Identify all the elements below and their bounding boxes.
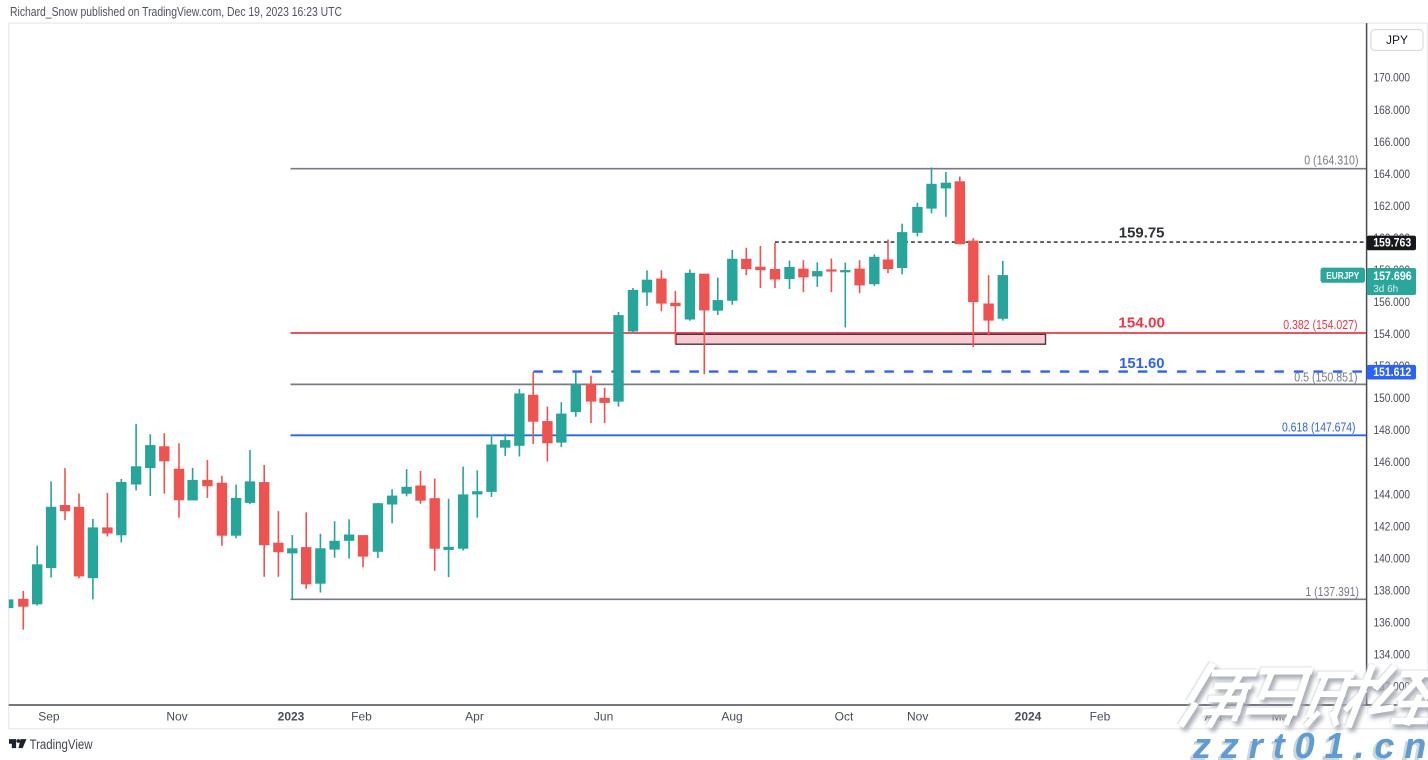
svg-text:1 (137.391): 1 (137.391) [1305, 585, 1359, 599]
svg-text:TradingView: TradingView [30, 737, 93, 752]
svg-text:142.000: 142.000 [1374, 519, 1411, 533]
svg-text:164.000: 164.000 [1374, 167, 1411, 181]
svg-text:3d 6h: 3d 6h [1373, 283, 1398, 295]
svg-text:154.000: 154.000 [1374, 327, 1411, 341]
svg-text:Jun: Jun [594, 710, 613, 724]
svg-text:Sep: Sep [38, 710, 60, 724]
svg-text:Nov: Nov [166, 710, 187, 724]
svg-text:154.00: 154.00 [1118, 316, 1165, 332]
svg-text:Aug: Aug [721, 710, 742, 724]
svg-text:146.000: 146.000 [1374, 455, 1411, 469]
svg-text:151.60: 151.60 [1119, 356, 1164, 372]
svg-text:156.000: 156.000 [1374, 295, 1411, 309]
svg-text:151.612: 151.612 [1373, 367, 1411, 379]
svg-text:144.000: 144.000 [1374, 487, 1411, 501]
svg-text:134.000: 134.000 [1374, 648, 1411, 662]
svg-text:2024: 2024 [1015, 710, 1042, 724]
svg-text:0.5 (150.851): 0.5 (150.851) [1294, 370, 1357, 384]
svg-text:Oct: Oct [835, 710, 854, 724]
svg-text:Richard_Snow published on Trad: Richard_Snow published on TradingView.co… [10, 5, 342, 19]
svg-text:168.000: 168.000 [1374, 103, 1411, 117]
svg-text:0.382 (154.027): 0.382 (154.027) [1283, 318, 1357, 332]
svg-text:159.75: 159.75 [1119, 226, 1165, 242]
svg-text:150.000: 150.000 [1374, 391, 1411, 405]
svg-text:166.000: 166.000 [1374, 135, 1411, 149]
svg-text:0.618 (147.674): 0.618 (147.674) [1282, 420, 1356, 434]
svg-text:Feb: Feb [1090, 710, 1111, 724]
svg-text:140.000: 140.000 [1374, 551, 1411, 565]
svg-text:162.000: 162.000 [1374, 199, 1411, 213]
svg-text:2023: 2023 [278, 710, 305, 724]
svg-text:159.763: 159.763 [1373, 238, 1411, 250]
svg-text:zzrt01.cn: zzrt01.cn [1192, 725, 1428, 760]
svg-text:zzrt01.cn: zzrt01.cn [1189, 727, 1428, 760]
svg-text:148.000: 148.000 [1374, 423, 1411, 437]
svg-text:Nov: Nov [907, 710, 928, 724]
svg-text:EURJPY: EURJPY [1326, 270, 1359, 282]
svg-text:138.000: 138.000 [1374, 583, 1411, 597]
svg-text:Feb: Feb [351, 710, 372, 724]
svg-text:170.000: 170.000 [1374, 71, 1411, 85]
svg-text:JPY: JPY [1386, 33, 1408, 47]
svg-text:0 (164.310): 0 (164.310) [1304, 154, 1358, 168]
svg-text:136.000: 136.000 [1374, 615, 1411, 629]
svg-text:157.696: 157.696 [1373, 271, 1412, 283]
svg-text:Apr: Apr [465, 710, 484, 724]
